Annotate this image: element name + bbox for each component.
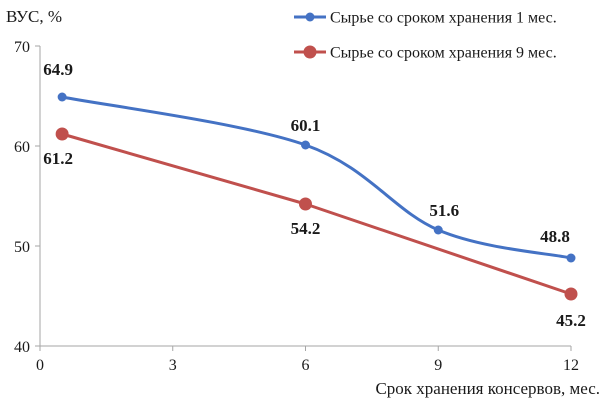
data-label: 45.2 [556,311,586,330]
data-point [57,92,67,102]
x-tick-label: 6 [302,357,310,374]
series-layer [55,92,578,301]
x-axis-title: Срок хранения консервов, мес. [375,379,600,398]
data-label: 64.9 [43,60,73,79]
data-labels: 64.9 60.1 51.6 48.8 61.2 54.2 45.2 [43,60,586,330]
data-label: 54.2 [291,219,321,238]
series-line [60,132,573,296]
x-tick-label: 0 [36,357,44,374]
data-label: 60.1 [291,116,321,135]
axes [39,46,571,347]
x-tick-labels: 0 3 6 9 12 [36,346,579,374]
data-point [566,253,576,263]
data-point [433,225,443,235]
legend-label: Сырье со сроком хранения 1 мес. [330,10,557,27]
data-label: 61.2 [43,149,73,168]
data-point [564,287,578,301]
data-point [301,140,310,150]
y-tick-label: 70 [14,39,30,56]
y-tick-label: 60 [14,139,30,156]
data-point [55,127,69,141]
x-tick-label: 9 [434,357,442,374]
y-axis-title: ВУС, % [6,7,62,26]
y-tick-label: 50 [14,239,30,256]
legend-item: Сырье со сроком хранения 1 мес. [294,10,557,27]
series-1 [57,92,576,263]
x-tick-label: 3 [169,357,177,374]
legend-marker [303,45,317,59]
data-point [299,197,312,211]
y-tick-labels: 40 50 60 70 [14,39,40,356]
data-label: 48.8 [540,227,570,246]
legend-item: Сырье со сроком хранения 9 мес. [294,45,557,62]
series-line [60,95,573,260]
legend-marker [305,12,315,22]
series-2 [55,127,578,301]
legend-label: Сырье со сроком хранения 9 мес. [330,45,557,62]
legend: Сырье со сроком хранения 1 мес. Сырье со … [294,10,557,62]
x-tick-label: 12 [563,357,579,374]
y-tick-label: 40 [14,339,30,356]
data-label: 51.6 [429,201,459,220]
